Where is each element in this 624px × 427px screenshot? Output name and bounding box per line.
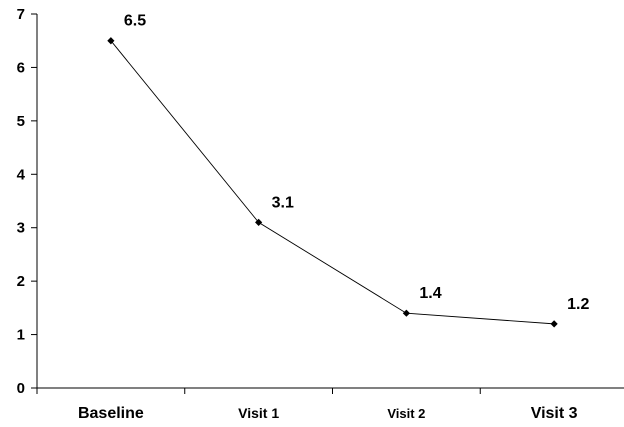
data-point-marker [107,37,115,45]
data-label: 6.5 [124,13,146,30]
x-category-label: Visit 3 [531,405,578,422]
x-category-label: Baseline [78,405,144,422]
y-tick-label: 4 [17,166,26,183]
y-tick-label: 2 [17,273,25,290]
y-tick-label: 0 [17,380,25,397]
x-category-label: Visit 1 [238,405,279,421]
data-label: 1.4 [419,285,441,302]
data-point-marker [550,320,558,328]
y-tick-label: 5 [17,113,25,130]
y-tick-label: 7 [17,6,25,23]
y-axis: 0 1 2 3 4 5 6 7 [17,6,38,397]
series-line [110,40,555,325]
x-category-label: Visit 2 [387,406,425,421]
x-axis: Baseline Visit 1 Visit 2 Visit 3 [36,387,624,422]
series: 6.5 3.1 1.4 1.2 [107,13,589,328]
y-tick-label: 6 [17,59,25,76]
y-tick-label: 3 [17,220,25,237]
data-label: 3.1 [272,194,294,211]
data-point-marker [402,309,410,317]
data-point-marker [255,218,263,226]
y-tick-label: 1 [17,327,25,344]
data-label: 1.2 [567,296,589,313]
